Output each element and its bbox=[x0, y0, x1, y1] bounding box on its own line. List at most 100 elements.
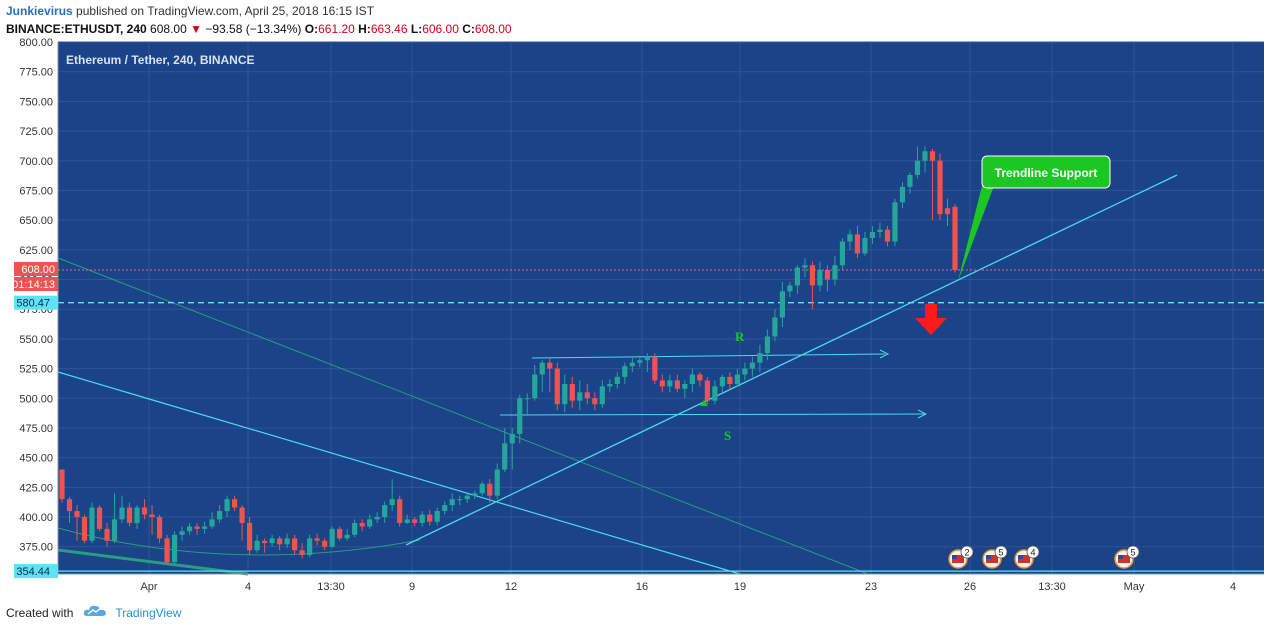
candle-body bbox=[592, 398, 598, 405]
candle-body bbox=[622, 366, 628, 377]
candle-body bbox=[239, 507, 245, 523]
candle-body bbox=[892, 202, 898, 242]
low-label: L: bbox=[410, 22, 423, 36]
candle-body bbox=[126, 507, 133, 523]
event-count-badge bbox=[1026, 545, 1040, 559]
x-tick-label: 4 bbox=[1230, 581, 1236, 593]
candle-body bbox=[464, 495, 470, 500]
candle-body bbox=[877, 229, 883, 232]
candle-body bbox=[607, 384, 613, 387]
open-value: 661.20 bbox=[318, 22, 355, 36]
candle-body bbox=[307, 538, 313, 555]
candle-body bbox=[494, 469, 500, 496]
y-tick-label: 700.00 bbox=[19, 156, 53, 168]
event-count: 2 bbox=[964, 548, 969, 558]
candle-body bbox=[517, 398, 523, 434]
candle-body bbox=[322, 540, 328, 547]
y-tick-label: 800.00 bbox=[19, 37, 53, 49]
author-name[interactable]: Junkievirus bbox=[6, 4, 73, 18]
candle-body bbox=[682, 384, 688, 389]
high-value: 663.46 bbox=[370, 22, 408, 36]
price-chart[interactable]: Ethereum / Tether, 240, BINANCE R S Trendli… bbox=[0, 0, 1270, 600]
candle-body bbox=[524, 398, 530, 400]
y-tick-label: 400.00 bbox=[19, 512, 53, 524]
candle-body bbox=[119, 507, 125, 520]
candle-body bbox=[337, 528, 343, 539]
level-price-tag bbox=[14, 295, 58, 310]
bottom-price-value: 354.44 bbox=[16, 566, 50, 578]
footer: Created with TradingView bbox=[6, 604, 181, 621]
high-label: H: bbox=[358, 22, 371, 36]
x-tick-label: 12 bbox=[505, 581, 517, 593]
publish-line: Junkievirus published on TradingView.com… bbox=[6, 4, 374, 18]
event-count: 5 bbox=[998, 548, 1003, 558]
candle-body bbox=[629, 362, 635, 367]
candle-body bbox=[637, 360, 643, 363]
flag-stripe bbox=[952, 555, 964, 563]
x-tick-label: 4 bbox=[245, 581, 251, 593]
candle-body bbox=[292, 538, 298, 551]
close-label: C: bbox=[462, 22, 475, 36]
plot-background bbox=[58, 42, 1264, 574]
candle-body bbox=[689, 374, 695, 384]
x-tick-label: 9 bbox=[409, 581, 415, 593]
candle-body bbox=[674, 380, 680, 389]
candle-body bbox=[562, 384, 568, 405]
candle-body bbox=[412, 519, 418, 523]
candle-body bbox=[697, 374, 703, 381]
candle-body bbox=[704, 380, 710, 401]
down-arrow-icon bbox=[915, 304, 947, 335]
candle-body bbox=[884, 229, 891, 242]
candle-body bbox=[359, 522, 365, 527]
candle-body bbox=[269, 538, 275, 544]
candle-body bbox=[254, 540, 260, 551]
x-tick-label: 19 bbox=[734, 581, 746, 593]
candle-body bbox=[89, 507, 95, 541]
tradingview-link[interactable]: TradingView bbox=[115, 605, 182, 620]
candle-body bbox=[742, 368, 748, 375]
candle-body bbox=[749, 362, 755, 369]
x-tick-label: 16 bbox=[636, 581, 648, 593]
y-tick-label: 625.00 bbox=[19, 245, 53, 257]
level-price-value: 580.47 bbox=[16, 298, 50, 310]
ohlc-line: BINANCE:ETHUSDT, 240 608.00 ▼ −93.58 (−1… bbox=[6, 22, 512, 36]
candle-body bbox=[914, 160, 921, 175]
candle-body bbox=[532, 374, 538, 399]
candle-body bbox=[397, 499, 403, 523]
candle-body bbox=[727, 376, 733, 384]
tradingview-logo-icon[interactable] bbox=[83, 604, 107, 621]
candle-body bbox=[584, 392, 590, 399]
label-r: R bbox=[735, 329, 745, 344]
candle-body bbox=[502, 443, 508, 470]
resistance-line bbox=[531, 353, 886, 359]
candle-body bbox=[171, 534, 178, 563]
rising-trendline-support bbox=[405, 174, 1178, 546]
candle-body bbox=[352, 522, 358, 535]
y-tick-label: 725.00 bbox=[19, 126, 53, 138]
candle-body bbox=[201, 526, 208, 529]
x-tick-label: 26 bbox=[964, 581, 976, 593]
y-tick-label: 675.00 bbox=[19, 185, 53, 197]
candle-body bbox=[216, 511, 223, 520]
candle-body bbox=[382, 505, 388, 517]
current-price-value: 608.00 bbox=[21, 264, 55, 276]
flag-canton bbox=[1118, 555, 1123, 559]
lower-trendline-thick bbox=[57, 548, 249, 576]
y-tick-label: 750.00 bbox=[19, 96, 53, 108]
candle-body bbox=[839, 241, 846, 266]
event-count-badge bbox=[1126, 545, 1140, 559]
candle-body bbox=[952, 206, 958, 270]
candle-body bbox=[809, 265, 816, 286]
candle-body bbox=[554, 368, 560, 405]
flag-stripe bbox=[1118, 555, 1130, 563]
falling-trendline-green bbox=[57, 257, 869, 575]
y-tick-label: 550.00 bbox=[19, 334, 53, 346]
candle-body bbox=[164, 538, 170, 563]
candle-body bbox=[937, 160, 943, 215]
event-count: 4 bbox=[1030, 548, 1035, 558]
y-tick-label: 475.00 bbox=[19, 423, 53, 435]
candle-body bbox=[209, 519, 215, 527]
candle-body bbox=[899, 186, 906, 203]
y-tick-label: 375.00 bbox=[19, 542, 53, 554]
event-count-badge bbox=[960, 545, 974, 559]
